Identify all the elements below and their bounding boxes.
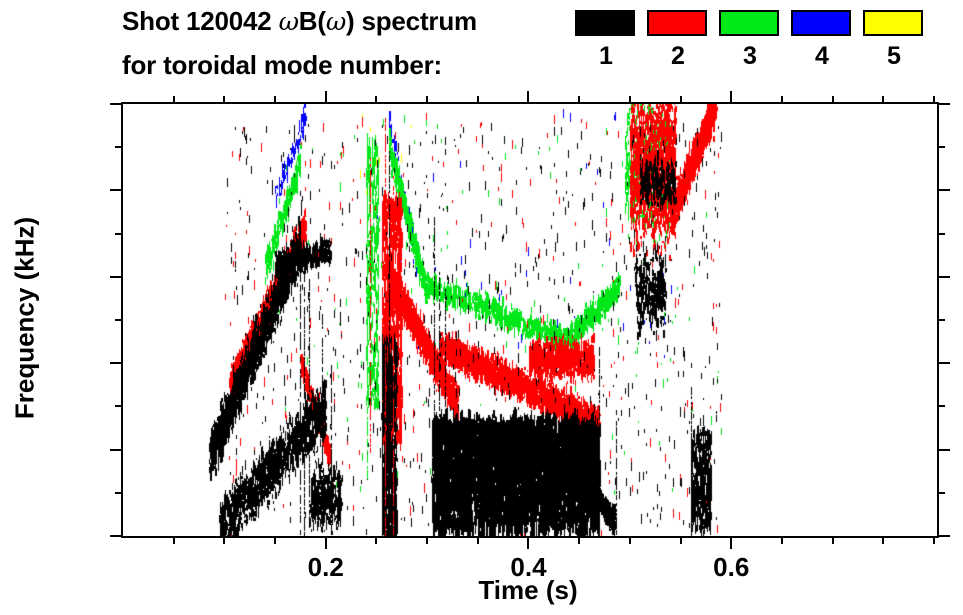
x-tick-major [730,536,733,549]
figure-title-line-2: for toroidal mode number: [122,50,443,80]
x-tick-minor-top [628,96,631,104]
y-tick-major-right [937,535,950,537]
y-tick-minor [115,146,123,149]
x-tick-minor [223,536,226,544]
x-tick-label: 0.4 [510,552,547,582]
plot-area: 0204060801000.20.40.6 [110,91,950,582]
y-tick-minor-right [937,319,945,321]
y-tick-major [110,275,123,278]
y-axis-label-text: Frequency (kHz) [9,216,40,420]
x-tick-minor [679,536,682,544]
omega-symbol-2: ω [325,7,346,36]
legend-swatch-1 [575,10,635,36]
y-tick-major [110,535,123,537]
figure-title-block: Shot 120042 ωB(ω) spectrum for toroidal … [0,0,963,95]
title-suffix: ) spectrum [346,6,477,36]
y-tick-major [110,362,123,365]
x-tick-minor [932,536,935,544]
x-tick-minor [426,536,429,544]
x-tick-minor [780,536,783,544]
y-tick-major-right [937,275,950,278]
legend-label-1: 1 [599,42,613,70]
legend-item-1: 1 [575,10,637,69]
legend-item-3: 3 [719,10,781,69]
y-tick-minor [115,405,123,408]
x-tick-major-top [324,91,327,104]
y-tick-major [110,448,123,451]
title-mid: B( [298,6,326,36]
figure-title-line-1: Shot 120042 ωB(ω) spectrum [122,6,477,37]
x-tick-minor-top [172,96,175,104]
x-tick-major-top [527,91,530,104]
x-tick-minor-top [932,96,935,104]
x-tick-minor-top [578,96,581,104]
legend-item-4: 4 [791,10,853,69]
y-tick-major-right [937,103,950,105]
x-tick-major [527,536,530,549]
x-tick-minor [476,536,479,544]
x-tick-minor-top [375,96,378,104]
spectrogram-canvas [123,104,937,536]
x-tick-minor-top [831,96,834,104]
x-tick-minor-top [274,96,277,104]
x-tick-minor [578,536,581,544]
x-axis-label: Time (s) [478,575,578,605]
x-tick-major [324,536,327,549]
x-tick-minor [628,536,631,544]
x-tick-minor [831,536,834,544]
legend-label-4: 4 [815,42,829,70]
y-axis-label: Frequency (kHz) [8,102,42,534]
legend-item-2: 2 [647,10,709,69]
y-tick-minor [115,232,123,235]
legend-label-2: 2 [671,42,685,70]
y-tick-major [110,103,123,105]
omega-symbol-1: ω [278,7,299,36]
x-tick-label: 0.6 [713,552,750,582]
x-tick-minor-top [223,96,226,104]
y-tick-minor-right [937,232,945,235]
legend-swatch-3 [719,10,779,36]
y-tick-minor-right [937,405,945,408]
y-tick-major [110,189,123,192]
x-tick-major-top [730,91,733,104]
legend-item-5: 5 [863,10,925,69]
mode-number-legend: 1 2 3 4 5 [575,10,945,90]
y-tick-major-right [937,448,950,451]
legend-swatch-4 [791,10,851,36]
y-tick-minor [115,491,123,494]
x-tick-minor [882,536,885,544]
x-tick-minor-top [780,96,783,104]
y-tick-major-right [937,189,950,192]
y-tick-minor [115,319,123,321]
x-tick-minor [274,536,277,544]
x-tick-minor [172,536,175,544]
legend-swatch-2 [647,10,707,36]
y-tick-minor-right [937,491,945,494]
y-tick-minor-right [937,146,945,149]
legend-label-3: 3 [743,42,757,70]
legend-label-5: 5 [887,42,901,70]
x-tick-minor-top [679,96,682,104]
x-tick-minor [375,536,378,544]
legend-swatch-5 [863,10,923,36]
x-tick-minor-top [882,96,885,104]
title-prefix: Shot 120042 [122,6,279,36]
x-tick-minor-top [476,96,479,104]
y-tick-major-right [937,362,950,365]
x-tick-minor-top [426,96,429,104]
x-tick-label: 0.2 [307,552,344,582]
